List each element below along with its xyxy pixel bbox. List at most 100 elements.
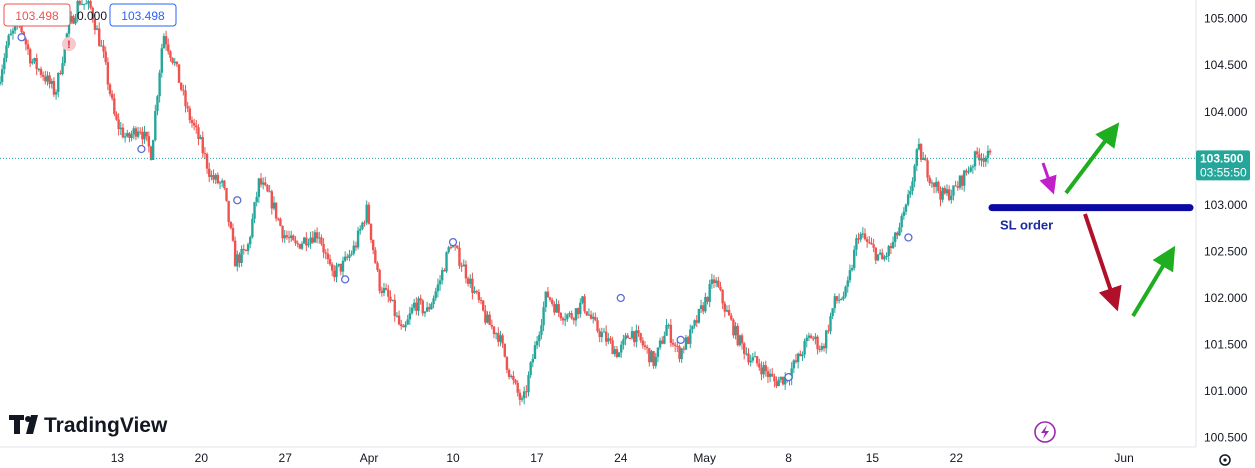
candle-body <box>846 280 849 287</box>
candle-body <box>145 131 148 137</box>
candle-body <box>41 74 45 77</box>
candle-body <box>676 345 679 347</box>
candle-body <box>192 123 196 126</box>
candle-body <box>428 307 431 310</box>
candle-body <box>130 134 133 138</box>
candle-body <box>850 267 854 271</box>
candle-body <box>397 315 401 325</box>
candle-body <box>594 316 597 321</box>
candle-body <box>796 353 800 363</box>
countdown-timer: 03:55:50 <box>1200 165 1247 179</box>
candle-body <box>971 166 975 168</box>
candle-body <box>743 343 746 354</box>
current-price-value: 103.500 <box>1200 151 1244 165</box>
candle-body <box>408 313 412 320</box>
candle-body <box>173 61 176 63</box>
magenta-arrow-down[interactable] <box>1039 162 1057 195</box>
candle-body <box>494 333 498 335</box>
candle-body <box>220 180 224 183</box>
candle-body <box>76 0 79 18</box>
candle-body <box>119 127 122 130</box>
candle-body <box>671 342 675 345</box>
red-arrow-down[interactable] <box>1083 213 1122 312</box>
candle-body <box>630 331 634 339</box>
candle-body <box>865 239 869 242</box>
candle-body <box>296 243 299 245</box>
candle-body <box>613 349 616 355</box>
candle-body <box>246 244 250 251</box>
candle-body <box>443 270 446 272</box>
candle-body <box>790 368 793 379</box>
green-arrow-up-bottom[interactable] <box>1131 245 1176 318</box>
candle-body <box>535 341 539 346</box>
green-arrow-up-top[interactable] <box>1064 122 1120 195</box>
candle-body <box>85 3 88 5</box>
event-marker <box>904 233 913 242</box>
candle-body <box>82 3 86 5</box>
candle-body <box>121 127 125 138</box>
candle-body <box>229 222 233 229</box>
candle-body <box>779 376 783 380</box>
settings-icon[interactable] <box>1219 454 1231 466</box>
candle-body <box>730 315 733 320</box>
candle-body <box>458 247 461 266</box>
candle-body <box>128 133 131 138</box>
candle-body <box>238 254 241 263</box>
candle-body <box>829 316 832 332</box>
candle-body <box>460 265 463 267</box>
candle-body <box>441 270 444 281</box>
candle-body <box>324 252 327 254</box>
candle-body <box>814 336 817 339</box>
candle-body <box>984 157 988 162</box>
sell-price-box[interactable]: 103.498 <box>3 3 71 27</box>
candle-body <box>143 131 146 140</box>
price-axis[interactable]: 105.000104.500104.000103.500103.000102.5… <box>1204 12 1248 445</box>
candle-body <box>177 64 181 83</box>
candle-body <box>868 241 871 243</box>
candle-body <box>302 237 306 244</box>
candle-body <box>240 248 243 263</box>
candle-body <box>930 182 934 184</box>
candle-body <box>91 7 94 20</box>
candle-body <box>123 136 127 138</box>
candle-body <box>563 319 567 321</box>
candle-body <box>902 211 906 217</box>
candle-body <box>208 168 211 177</box>
time-axis[interactable]: 13 20 27 Apr 10 17 24 May 8 15 22 Jun <box>111 451 1134 465</box>
candle-body <box>257 178 261 197</box>
candle-body <box>365 204 368 223</box>
candle-body <box>937 181 940 192</box>
candle-body <box>462 264 465 267</box>
candle-body <box>837 299 841 301</box>
candle-body <box>738 335 742 346</box>
candle-body <box>714 280 718 284</box>
candle-body <box>432 298 435 305</box>
candle-body <box>652 351 655 366</box>
lightning-icon[interactable] <box>1034 421 1056 443</box>
candle-body <box>542 307 545 326</box>
candle-body <box>328 259 332 265</box>
candle-body <box>576 308 580 315</box>
candle-body <box>253 202 256 219</box>
candle-body <box>611 340 614 355</box>
candle-body <box>406 319 409 325</box>
candle-body <box>820 346 824 350</box>
candle-body <box>205 154 209 169</box>
candle-body <box>589 314 593 319</box>
candle-body <box>136 131 140 137</box>
candle-body <box>809 335 813 339</box>
candle-body <box>410 307 414 314</box>
candle-body <box>371 240 375 251</box>
candle-body <box>89 1 92 8</box>
candle-body <box>553 303 556 313</box>
candle-body <box>736 325 739 346</box>
candle-body <box>922 157 925 160</box>
buy-price-box[interactable]: 103.498 <box>109 3 177 27</box>
candle-body <box>272 202 276 209</box>
candle-body <box>216 174 220 184</box>
candle-body <box>197 127 200 139</box>
candle-body <box>417 298 420 311</box>
event-alert-icon[interactable]: ! <box>62 37 76 51</box>
